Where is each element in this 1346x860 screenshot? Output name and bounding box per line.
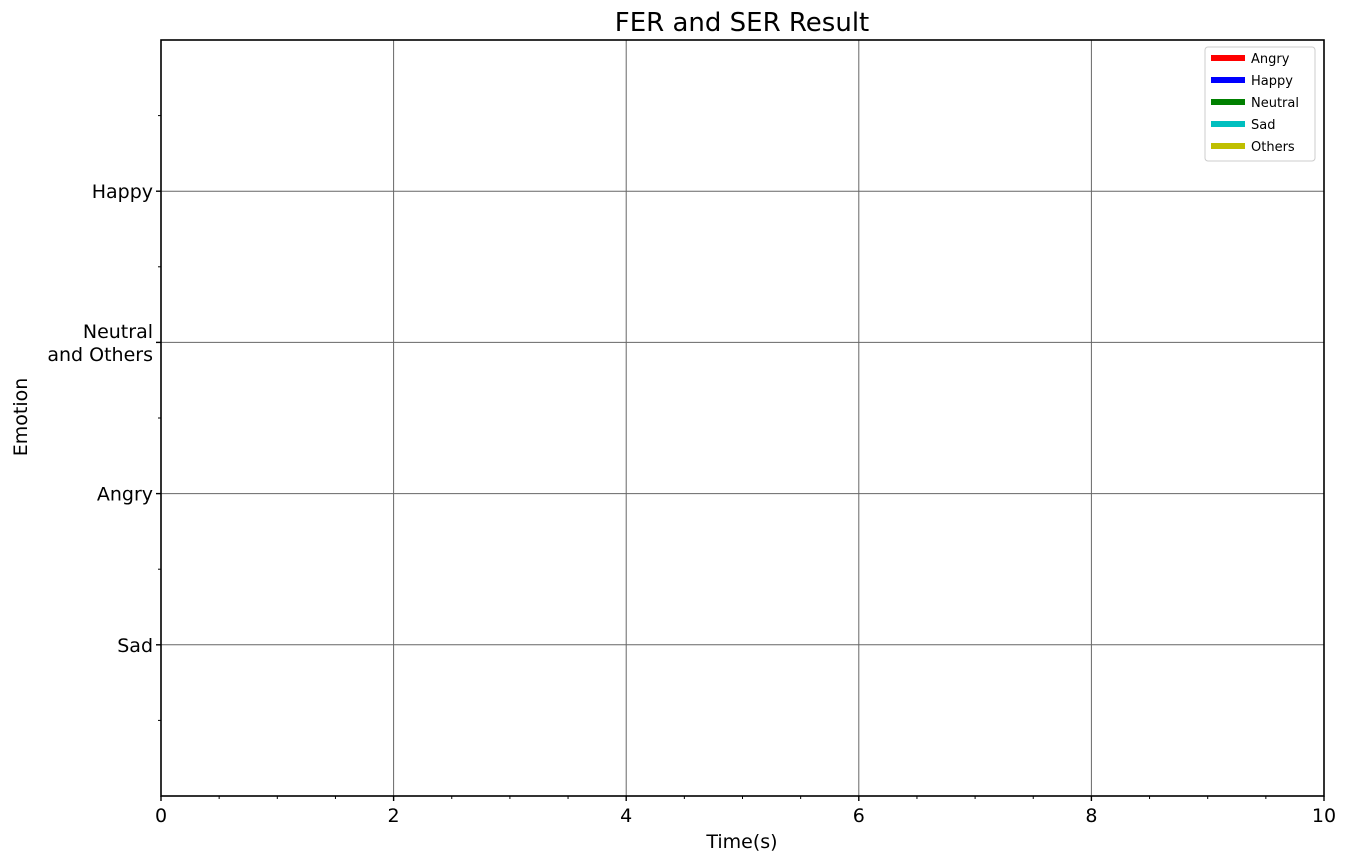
legend-label-angry: Angry <box>1251 52 1290 67</box>
grid-layer <box>160 40 1325 796</box>
tick-layer: 0 2 4 6 8 10 Sad Angry Neutral and Others Happy <box>47 115 1336 827</box>
legend-box <box>1204 46 1316 162</box>
x-tick-label: 0 <box>155 805 167 827</box>
legend-label-neutral: Neutral <box>1251 96 1299 111</box>
y-tick-label: Happy <box>92 181 153 203</box>
plot-frame <box>160 39 1325 797</box>
legend-label-happy: Happy <box>1251 74 1293 89</box>
x-tick-label: 6 <box>853 805 865 827</box>
x-tick-label: 8 <box>1085 805 1097 827</box>
x-tick-label: 4 <box>620 805 632 827</box>
y-tick-label: Neutral and Others <box>47 321 153 366</box>
legend-label-others: Others <box>1251 140 1295 155</box>
x-tick-label: 10 <box>1312 805 1336 827</box>
x-tick-label: 2 <box>388 805 400 827</box>
y-tick-label: Angry <box>97 484 153 506</box>
y-axis-label: Emotion <box>10 378 32 457</box>
chart-legend: Angry Happy Neutral Sad Others <box>1204 46 1316 162</box>
chart-title: FER and SER Result <box>615 8 870 38</box>
legend-label-sad: Sad <box>1251 118 1275 133</box>
y-tick-label: Sad <box>117 635 153 657</box>
x-axis-label: Time(s) <box>705 831 777 853</box>
